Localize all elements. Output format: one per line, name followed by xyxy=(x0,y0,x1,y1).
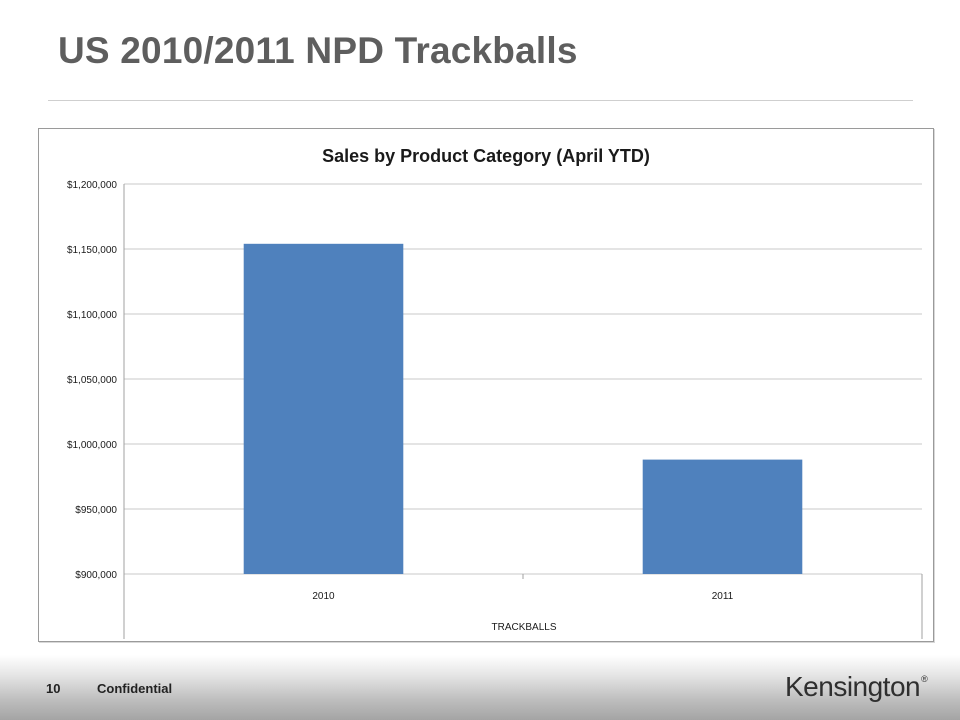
chart-frame: Sales by Product Category (April YTD) $9… xyxy=(38,128,934,642)
x-axis-tick-labels: 2010 2011 xyxy=(312,591,733,602)
footer-band xyxy=(0,655,960,720)
y-tick-label: $950,000 xyxy=(75,505,117,516)
y-axis-tick-labels: $900,000 $950,000 $1,000,000 $1,050,000 $1,1… xyxy=(67,180,117,581)
registered-mark: ® xyxy=(921,674,928,684)
chart-title: Sales by Product Category (April YTD) xyxy=(322,146,650,166)
x-tick-label: 2010 xyxy=(312,591,335,602)
kensington-logo: Kensington® xyxy=(785,671,928,703)
bar-chart: Sales by Product Category (April YTD) $9… xyxy=(67,146,923,639)
x-tick-label: 2011 xyxy=(712,591,734,602)
bars xyxy=(243,243,803,575)
title-divider xyxy=(48,100,913,101)
y-tick-label: $1,150,000 xyxy=(67,245,117,256)
bar-2011 xyxy=(642,459,803,574)
y-tick-label: $1,050,000 xyxy=(67,375,117,386)
slide-title: US 2010/2011 NPD Trackballs xyxy=(58,30,578,71)
y-tick-label: $900,000 xyxy=(75,570,117,581)
y-tick-label: $1,200,000 xyxy=(67,180,117,191)
logo-text: Kensington xyxy=(785,671,921,702)
y-tick-label: $1,100,000 xyxy=(67,310,117,321)
x-axis-title: TRACKBALLS xyxy=(491,622,556,633)
page-number: 10 xyxy=(46,681,61,696)
y-tick-label: $1,000,000 xyxy=(67,440,117,451)
axes xyxy=(123,184,923,639)
bar-2010 xyxy=(243,243,404,575)
confidential-label: Confidential xyxy=(97,681,173,696)
